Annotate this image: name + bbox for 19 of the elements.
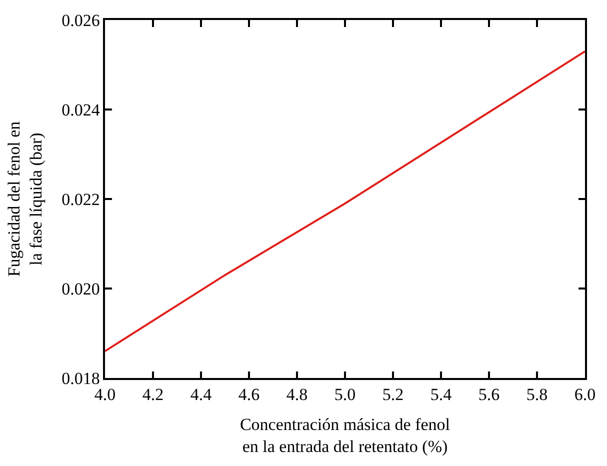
x-tick-label: 5.8 <box>526 385 548 404</box>
y-tick-label: 0.022 <box>62 190 100 209</box>
x-tick-label: 4.4 <box>190 385 212 404</box>
x-tick-label: 6.0 <box>574 385 596 404</box>
line-series <box>105 50 585 352</box>
x-tick-label: 5.6 <box>478 385 500 404</box>
x-tick-label: 4.2 <box>142 385 164 404</box>
x-tick-label: 4.6 <box>238 385 260 404</box>
x-axis-title: Concentración másica de fenol en la entrada del retentato (%) <box>240 415 450 456</box>
x-tick-label: 5.2 <box>382 385 404 404</box>
y-tick-label: 0.024 <box>62 100 100 120</box>
y-tick-label: 0.018 <box>62 368 100 388</box>
x-tick-label: 4.0 <box>94 385 116 404</box>
y-tick-label: 0.020 <box>62 279 100 298</box>
y-axis-title: Fugacidad del fenol en la fase líquida (bar) <box>4 120 46 277</box>
x-tick-label: 5.0 <box>334 385 356 404</box>
x-tick-label: 4.8 <box>286 385 308 404</box>
y-tick-label: 0.026 <box>62 10 100 30</box>
x-tick-label: 5.4 <box>430 385 452 404</box>
